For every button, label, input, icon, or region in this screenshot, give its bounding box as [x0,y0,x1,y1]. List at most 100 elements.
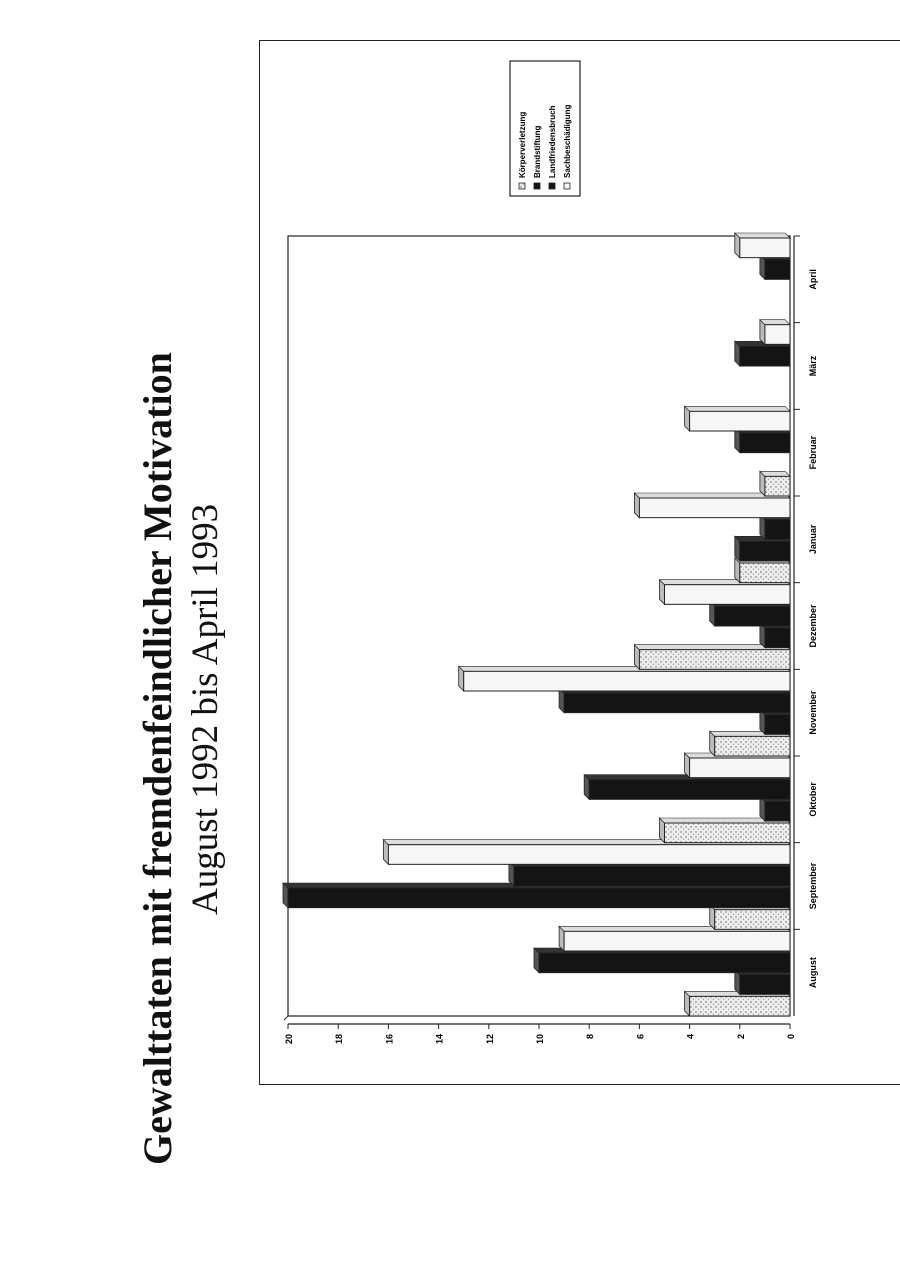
bar [734,535,791,562]
bar-face [513,865,791,887]
bar [734,557,791,584]
bar-face [739,974,791,995]
value-axis-label: 16 [384,1034,394,1044]
value-axis-label: 10 [535,1034,545,1044]
value-axis-label: 20 [284,1034,294,1044]
bar [457,665,791,692]
bar-face [739,237,791,259]
bar [734,340,791,367]
bar-face [714,735,791,757]
bar [533,947,791,974]
bar [683,405,791,432]
page-subtitle: August 1992 bis April 1993 [185,503,226,915]
bar-face [689,757,791,779]
value-axis-label: 18 [334,1034,344,1044]
bar [759,318,791,346]
value-axis-label: 12 [485,1034,495,1044]
bar [708,600,791,627]
bar [759,795,791,822]
bar-face [664,822,791,844]
plot-corner [283,1015,289,1021]
bar [759,513,791,541]
value-axis-label: 14 [435,1034,445,1044]
legend-label: Sachbeschädigung [563,105,572,178]
bar [633,643,791,671]
category-axis-label: März [808,355,818,376]
bar-face [739,562,791,584]
value-axis-label: 8 [585,1034,595,1039]
bar [282,882,791,909]
legend-label: Brandstiftung [533,125,542,178]
category-axis-label: Oktober [808,782,818,817]
bar [683,752,791,779]
bar [734,232,791,259]
bar [759,253,791,281]
bar [633,492,791,519]
legend-swatch [533,182,541,190]
bar-face [689,410,791,432]
bar-face [563,692,791,714]
bar [683,990,791,1017]
bar-face [664,584,791,605]
bar-face [764,627,791,649]
value-axis-label: 0 [786,1034,796,1039]
bar [382,838,791,866]
bar-face [463,670,791,692]
bar-face [689,995,791,1017]
bar [708,903,791,931]
category-axis-label: November [808,690,818,735]
bar-face [764,800,791,822]
bar [734,427,791,454]
legend-swatch [518,182,526,190]
bar-face [387,844,791,865]
bar-face [739,540,791,562]
legend-label: Körperverletzung [518,112,527,178]
bar-chart: 0 2 4 6 8 10 12 14 16 18 20 August September Oktober N… [282,60,818,1044]
bar-face [714,605,791,627]
bar [658,817,791,844]
bar-face [563,930,791,952]
bar-face [764,519,791,540]
category-axis-label: August [808,957,818,988]
category-axis-label: Januar [808,524,818,554]
bar [759,470,791,497]
bar-face [764,259,791,280]
bar-side [759,471,791,477]
page-title: Gewalttaten mit fremdenfeindlicher Motiv… [135,352,180,1165]
category-axis-label: Februar [808,435,818,469]
bar-side [683,406,791,412]
bar-face [538,952,791,974]
bar-side [759,319,791,325]
legend [509,60,581,197]
bar-face [739,432,791,454]
value-axis-label: 2 [736,1034,746,1039]
legend-swatch [563,182,571,190]
legend-swatch [548,182,556,190]
bar [558,687,791,714]
bar-face [764,714,791,735]
bar [734,968,791,996]
chart-frame: 0 2 4 6 8 10 12 14 16 18 20 August September Oktober N… [259,40,900,1085]
bar-face [287,887,791,909]
legend-label: Landfriedensbruch [548,105,557,178]
bar [759,622,791,649]
bar [658,578,791,606]
bar [558,925,791,952]
category-axis-label: April [808,269,818,290]
bar [583,773,791,801]
category-axis-label: Dezember [808,604,818,648]
bar-face [764,324,791,345]
bar [759,708,791,736]
bar-face [638,497,791,519]
bar-face [739,345,791,367]
value-axis-label: 6 [635,1034,645,1039]
bar-face [714,909,791,930]
bar [708,730,791,757]
bar-face [764,475,791,497]
value-axis-label: 4 [686,1034,696,1039]
bar-face [638,649,791,670]
bar-face [588,779,791,800]
bar [508,860,791,887]
bar-side [734,232,791,239]
category-axis-label: September [808,862,818,909]
